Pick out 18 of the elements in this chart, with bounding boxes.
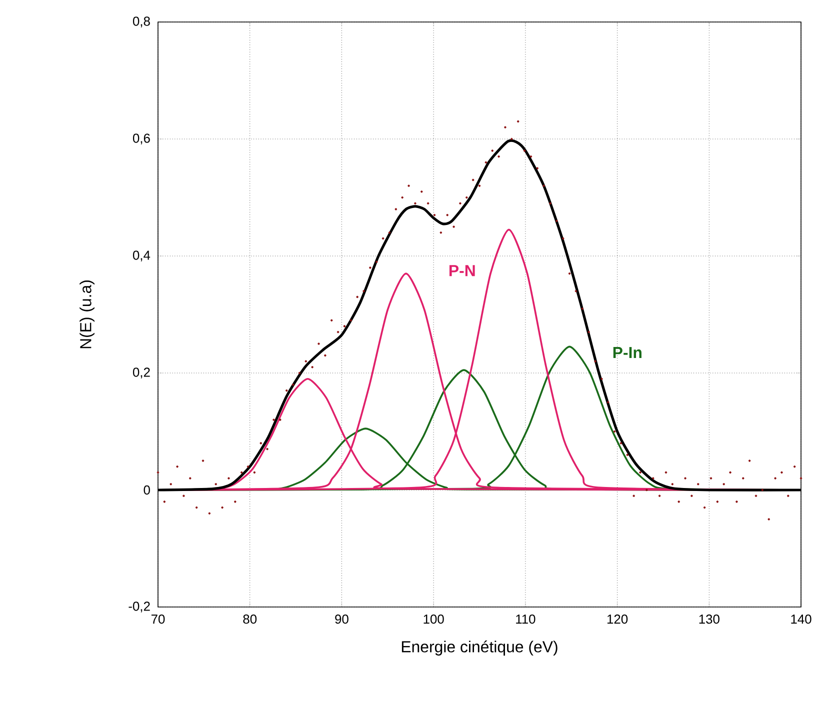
y-tick-label: 0,8 [132, 16, 150, 28]
annotation: P-N [449, 265, 475, 276]
y-tick-label: -0,2 [128, 602, 150, 612]
x-tick-label: 90 [335, 614, 348, 624]
x-tick-label: 130 [699, 614, 720, 624]
y-axis-title: N(E) (u.a) [80, 280, 94, 348]
y-tick-label: 0,6 [132, 134, 150, 144]
x-tick-label: 70 [151, 614, 165, 624]
x-tick-label: 120 [607, 614, 628, 624]
x-tick-label: 100 [424, 614, 444, 624]
y-tick-label: 0 [144, 485, 150, 495]
x-tick-label: 110 [516, 614, 536, 624]
annotation: P-In [613, 347, 642, 358]
y-tick-label: 0,2 [132, 368, 150, 378]
y-tick-label: 0,4 [132, 250, 150, 262]
x-axis-title: Energie cinétique (eV) [402, 640, 558, 656]
x-tick-label: 140 [791, 614, 812, 624]
x-tick-label: 80 [243, 614, 257, 624]
